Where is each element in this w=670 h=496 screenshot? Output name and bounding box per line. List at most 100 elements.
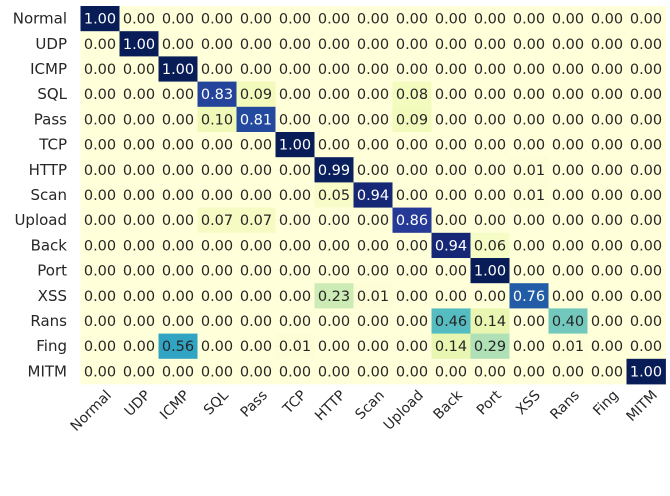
heatmap-value-label: 0.01 <box>279 339 311 355</box>
heatmap-value-label: 0.23 <box>318 289 350 305</box>
heatmap-cell-10-4 <box>236 258 276 284</box>
heatmap-value-label: 0.00 <box>435 112 467 128</box>
heatmap-cell-7-12 <box>548 182 588 208</box>
heatmap-value-label: 0.00 <box>630 339 662 355</box>
heatmap-value-label: 0.00 <box>240 62 272 78</box>
heatmap-value-label: 0.00 <box>357 238 389 254</box>
heatmap-cell-10-12 <box>548 258 588 284</box>
heatmap-value-label: 0.00 <box>201 289 233 305</box>
heatmap-cell-2-5 <box>275 56 315 82</box>
heatmap-value-label: 1.00 <box>162 62 194 78</box>
heatmap-value-label: 0.00 <box>591 12 623 28</box>
heatmap-cell-12-13 <box>587 308 627 334</box>
heatmap-cell-2-1 <box>119 56 159 82</box>
x-tick-label: Normal <box>68 388 115 435</box>
heatmap-value-label: 0.29 <box>474 339 506 355</box>
heatmap-cell-12-2 <box>158 308 198 334</box>
heatmap-cell-8-9 <box>431 207 471 234</box>
heatmap-cell-2-10 <box>470 56 510 82</box>
heatmap-value-label: 0.00 <box>630 264 662 280</box>
heatmap-value-label: 0.00 <box>591 138 623 154</box>
heatmap-cell-8-1 <box>119 207 159 234</box>
heatmap-value-label: 0.00 <box>201 62 233 78</box>
heatmap-value-label: 0.00 <box>201 264 233 280</box>
heatmap-cell-14-2 <box>158 358 198 385</box>
heatmap-cell-13-4 <box>236 333 276 360</box>
heatmap-cell-8-11 <box>509 207 549 234</box>
heatmap-cell-11-7 <box>353 283 393 309</box>
heatmap-cell-13-11 <box>509 333 549 360</box>
heatmap-value-label: 0.00 <box>630 289 662 305</box>
heatmap-value-label: 0.00 <box>513 314 545 330</box>
heatmap-value-label: 0.00 <box>318 213 350 229</box>
heatmap-value-label: 0.00 <box>84 238 116 254</box>
heatmap-value-label: 0.14 <box>474 314 506 330</box>
heatmap-cell-13-9 <box>431 333 471 360</box>
heatmap-value-label: 0.00 <box>513 238 545 254</box>
heatmap-value-label: 0.00 <box>630 87 662 103</box>
heatmap-cell-7-6 <box>314 182 354 208</box>
heatmap-value-label: 0.00 <box>279 314 311 330</box>
heatmap-cell-9-2 <box>158 232 198 259</box>
heatmap-value-label: 0.00 <box>357 62 389 78</box>
heatmap-value-label: 0.00 <box>318 112 350 128</box>
heatmap-cell-4-6 <box>314 106 354 133</box>
heatmap-cell-12-6 <box>314 308 354 334</box>
heatmap-cell-14-6 <box>314 358 354 385</box>
heatmap-value-label: 0.00 <box>279 364 311 380</box>
heatmap-cell-2-8 <box>392 56 432 82</box>
heatmap-value-label: 0.00 <box>240 37 272 53</box>
heatmap-cell-5-0 <box>80 132 120 158</box>
heatmap-value-label: 0.00 <box>84 138 116 154</box>
heatmap-value-label: 0.00 <box>123 188 155 204</box>
heatmap-cell-9-8 <box>392 232 432 259</box>
heatmap-value-label: 0.00 <box>513 264 545 280</box>
heatmap-cell-13-5 <box>275 333 315 360</box>
heatmap-cell-10-6 <box>314 258 354 284</box>
heatmap-value-label: 0.00 <box>552 213 584 229</box>
heatmap-value-label: 0.00 <box>279 264 311 280</box>
heatmap-value-label: 0.00 <box>240 364 272 380</box>
heatmap-value-label: 0.00 <box>357 314 389 330</box>
heatmap-cell-11-6 <box>314 283 354 309</box>
heatmap-value-label: 0.07 <box>240 213 272 229</box>
heatmap-value-label: 0.00 <box>201 37 233 53</box>
heatmap-value-label: 0.00 <box>84 62 116 78</box>
heatmap-value-label: 0.00 <box>552 112 584 128</box>
heatmap-value-label: 0.00 <box>318 238 350 254</box>
heatmap-value-label: 0.00 <box>123 12 155 28</box>
heatmap-value-label: 0.00 <box>162 112 194 128</box>
heatmap-cell-9-11 <box>509 232 549 259</box>
heatmap-cell-7-8 <box>392 182 432 208</box>
heatmap-cell-1-10 <box>470 31 510 57</box>
heatmap-cell-13-13 <box>587 333 627 360</box>
heatmap-value-label: 0.00 <box>591 87 623 103</box>
heatmap-cell-3-10 <box>470 81 510 108</box>
heatmap-value-label: 0.00 <box>435 37 467 53</box>
heatmap-cell-4-0 <box>80 106 120 133</box>
heatmap-value-label: 0.00 <box>318 314 350 330</box>
heatmap-value-label: 0.00 <box>396 12 428 28</box>
heatmap-cell-5-7 <box>353 132 393 158</box>
heatmap-cell-12-9 <box>431 308 471 334</box>
heatmap-cell-1-6 <box>314 31 354 57</box>
heatmap-value-label: 0.00 <box>357 138 389 154</box>
heatmap-value-label: 0.00 <box>162 188 194 204</box>
heatmap-value-label: 0.00 <box>630 188 662 204</box>
heatmap-value-label: 0.00 <box>357 112 389 128</box>
heatmap-cell-1-0 <box>80 31 120 57</box>
heatmap-value-label: 0.56 <box>162 339 194 355</box>
heatmap-value-label: 0.00 <box>552 87 584 103</box>
heatmap-cell-9-10 <box>470 232 510 259</box>
heatmap-value-label: 0.00 <box>279 112 311 128</box>
heatmap-value-label: 0.00 <box>162 163 194 179</box>
heatmap-value-label: 0.00 <box>591 238 623 254</box>
heatmap-cell-7-11 <box>509 182 549 208</box>
heatmap-cell-9-13 <box>587 232 627 259</box>
y-tick-label: Back <box>31 236 68 254</box>
heatmap-value-label: 0.00 <box>201 138 233 154</box>
heatmap-value-label: 0.00 <box>474 138 506 154</box>
heatmap-value-label: 0.00 <box>396 289 428 305</box>
heatmap-cell-3-3 <box>197 81 237 108</box>
y-tick-label: SQL <box>37 85 67 103</box>
